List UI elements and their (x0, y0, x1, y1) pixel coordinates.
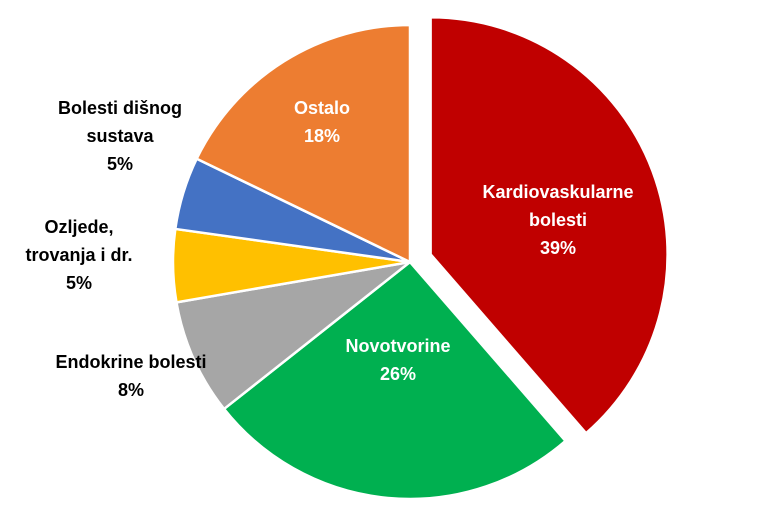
slice-label-2: Novotvorine 26% (345, 336, 450, 384)
pie-slice-endokrine-bolesti (175, 260, 412, 411)
pie-slice-ostalo (195, 23, 412, 264)
slice-label-6: Ostalo 18% (294, 98, 350, 146)
slice-label-1: Kardiovaskularne bolesti 39% (482, 182, 633, 258)
pie-slice-novotvorine (222, 260, 567, 501)
pie-slice-kardiovaskularne-bolesti (429, 16, 669, 435)
slice-label-4: Ozljede, trovanja i dr. 5% (25, 217, 132, 293)
slice-label-5: Bolesti dišnog sustava 5% (58, 98, 182, 174)
slice-label-3: Endokrine bolesti 8% (55, 352, 206, 400)
